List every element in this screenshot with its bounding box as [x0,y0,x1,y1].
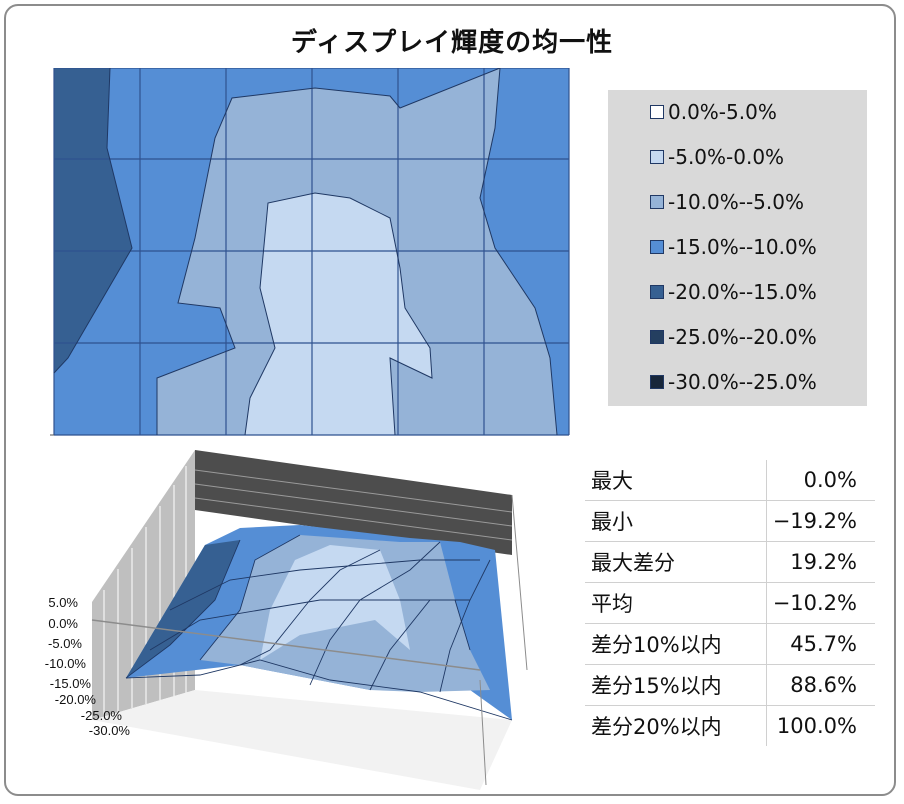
stats-label: 差分10%以内 [585,623,767,665]
stats-label: 最大 [585,460,767,501]
surface-back-wall-grid [194,469,513,541]
surface-band-m20-m15 [126,540,240,678]
surface-back-wall [195,450,512,555]
stats-value: 88.6% [766,664,875,706]
surface-left-wall [92,450,195,720]
stats-label: 差分15%以内 [585,664,767,706]
stats-row: 平均 −10.2% [585,582,875,624]
legend: 0.0%-5.0% -5.0%-0.0% -10.0%--5.0% -15.0%… [608,90,867,406]
stats-row: 差分15%以内 88.6% [585,664,875,706]
legend-label: -10.0%--5.0% [668,190,804,214]
legend-item: -30.0%--25.0% [650,370,817,394]
y-tick-label: -30.0% [89,723,131,738]
stats-label: 最大差分 [585,541,767,583]
legend-swatch [650,285,664,299]
stats-row: 差分20%以内 100.0% [585,705,875,746]
legend-label: -5.0%-0.0% [668,145,785,169]
contour-lines [53,68,558,436]
stats-row: 差分10%以内 45.7% [585,623,875,665]
legend-label: -25.0%--20.0% [668,325,817,349]
surface-y-axis: 5.0% 0.0% -5.0% -10.0% -15.0% -20.0% -25… [45,595,131,738]
legend-swatch [650,150,664,164]
stats-row: 最大差分 19.2% [585,541,875,583]
stats-value: 45.7% [766,623,875,665]
y-tick-label: -25.0% [81,708,123,723]
stats-table: 最大 0.0% 最小 −19.2% 最大差分 19.2% 平均 −10.2% 差… [585,460,875,746]
contour-band-m20-m15 [54,68,132,373]
legend-swatch [650,375,664,389]
stats-value: −10.2% [766,582,875,624]
y-tick-label: -10.0% [45,656,87,671]
legend-item: -20.0%--15.0% [650,280,817,304]
stats-row: 最大 0.0% [585,460,875,501]
stats-label: 差分20%以内 [585,705,767,746]
stats-row: 最小 −19.2% [585,500,875,542]
legend-label: 0.0%-5.0% [668,100,777,124]
contour-chart [50,68,570,436]
legend-item: -15.0%--10.0% [650,235,817,259]
legend-swatch [650,330,664,344]
surface-floor [92,690,512,790]
y-tick-label: 0.0% [48,616,78,631]
y-tick-label: 5.0% [48,595,78,610]
stats-label: 平均 [585,582,767,624]
stats-label: 最小 [585,500,767,542]
legend-item: -10.0%--5.0% [650,190,804,214]
stats-value: 100.0% [776,714,857,738]
stats-value: −19.2% [766,500,875,542]
legend-item: 0.0%-5.0% [650,100,777,124]
surface-right-edge [511,494,528,671]
legend-item: -25.0%--20.0% [650,325,817,349]
legend-swatch [650,240,664,254]
y-tick-label: -5.0% [48,636,82,651]
surface-chart: 5.0% 0.0% -5.0% -10.0% -15.0% -20.0% -25… [45,450,528,790]
y-tick-label: -20.0% [55,692,97,707]
legend-label: -20.0%--15.0% [668,280,817,304]
surface-front-edge [479,679,487,786]
legend-swatch [650,105,664,119]
y-tick-label: -15.0% [50,676,92,691]
legend-item: -5.0%-0.0% [650,145,784,169]
stats-value: 0.0% [766,460,875,501]
surface-band-m5-0 [260,545,410,660]
contour-band-m5-0 [245,193,432,435]
legend-label: -15.0%--10.0% [668,235,817,259]
legend-swatch [650,195,664,209]
surface-wireframe [125,534,513,721]
surface-zero-line [91,619,481,671]
contour-gridlines [53,68,570,436]
chart-title: ディスプレイ輝度の均一性 [290,28,614,58]
legend-label: -30.0%--25.0% [668,370,817,394]
stats-value: 19.2% [766,541,875,583]
